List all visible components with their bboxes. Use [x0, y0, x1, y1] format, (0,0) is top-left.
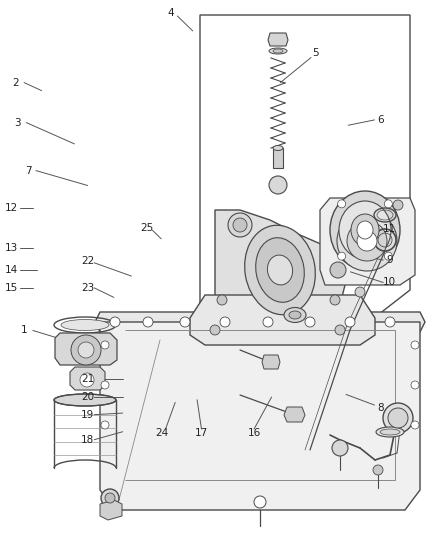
Circle shape	[254, 496, 266, 508]
Circle shape	[332, 440, 348, 456]
Ellipse shape	[269, 48, 287, 54]
Polygon shape	[190, 295, 375, 345]
Circle shape	[110, 317, 120, 327]
Circle shape	[338, 252, 346, 260]
Text: 11: 11	[383, 224, 396, 234]
Circle shape	[388, 408, 408, 428]
Circle shape	[101, 341, 109, 349]
Polygon shape	[100, 322, 420, 510]
Text: 2: 2	[12, 78, 19, 87]
Polygon shape	[100, 500, 122, 520]
Circle shape	[217, 295, 227, 305]
Text: 19: 19	[81, 410, 94, 419]
Text: 12: 12	[4, 203, 18, 213]
Polygon shape	[284, 407, 305, 422]
Text: 3: 3	[14, 118, 21, 127]
Text: 7: 7	[25, 166, 32, 175]
Circle shape	[80, 373, 94, 387]
Text: 25: 25	[140, 223, 153, 233]
Polygon shape	[70, 367, 105, 390]
Circle shape	[330, 262, 346, 278]
Circle shape	[383, 403, 413, 433]
Ellipse shape	[339, 201, 391, 259]
Ellipse shape	[380, 429, 400, 435]
Text: 24: 24	[155, 428, 169, 438]
Circle shape	[263, 317, 273, 327]
Polygon shape	[55, 333, 117, 365]
Text: 8: 8	[378, 403, 385, 413]
Circle shape	[335, 325, 345, 335]
Ellipse shape	[245, 225, 315, 314]
Circle shape	[338, 200, 346, 208]
Circle shape	[373, 465, 383, 475]
Text: 20: 20	[81, 392, 94, 402]
Ellipse shape	[330, 191, 400, 269]
Circle shape	[385, 317, 395, 327]
Circle shape	[101, 421, 109, 429]
Text: 18: 18	[81, 435, 94, 445]
Text: 10: 10	[383, 278, 396, 287]
Ellipse shape	[273, 146, 283, 150]
Text: 6: 6	[378, 115, 385, 125]
Ellipse shape	[268, 255, 293, 285]
Text: 1: 1	[21, 326, 28, 335]
Ellipse shape	[357, 221, 373, 239]
Text: 22: 22	[81, 256, 94, 266]
Circle shape	[393, 200, 403, 210]
Circle shape	[269, 176, 287, 194]
Polygon shape	[262, 355, 280, 369]
Text: 13: 13	[4, 243, 18, 253]
Circle shape	[305, 317, 315, 327]
Text: 4: 4	[167, 9, 174, 18]
Circle shape	[228, 213, 252, 237]
Circle shape	[143, 317, 153, 327]
Circle shape	[347, 221, 387, 261]
Circle shape	[233, 218, 247, 232]
Ellipse shape	[289, 311, 301, 319]
Circle shape	[384, 200, 392, 208]
Circle shape	[105, 493, 115, 503]
Circle shape	[101, 381, 109, 389]
Ellipse shape	[351, 214, 379, 246]
Circle shape	[357, 231, 377, 251]
Polygon shape	[95, 312, 425, 332]
Circle shape	[337, 211, 397, 271]
Polygon shape	[320, 198, 415, 285]
Polygon shape	[215, 210, 345, 318]
Circle shape	[78, 342, 94, 358]
Ellipse shape	[273, 49, 283, 53]
Text: 9: 9	[386, 255, 393, 265]
Text: 21: 21	[81, 375, 94, 384]
Circle shape	[180, 317, 190, 327]
Ellipse shape	[256, 238, 304, 302]
Polygon shape	[273, 148, 283, 168]
Circle shape	[101, 489, 119, 507]
Polygon shape	[268, 33, 288, 46]
Circle shape	[220, 317, 230, 327]
Text: 15: 15	[4, 283, 18, 293]
Ellipse shape	[54, 394, 116, 406]
Text: 16: 16	[247, 428, 261, 438]
Circle shape	[210, 325, 220, 335]
Circle shape	[345, 317, 355, 327]
Text: 5: 5	[312, 49, 319, 58]
Circle shape	[330, 295, 340, 305]
Circle shape	[411, 341, 419, 349]
Ellipse shape	[61, 319, 109, 330]
Ellipse shape	[284, 308, 306, 322]
Circle shape	[355, 287, 365, 297]
Text: 14: 14	[4, 265, 18, 275]
Circle shape	[71, 335, 101, 365]
Circle shape	[411, 381, 419, 389]
Circle shape	[384, 252, 392, 260]
Text: 23: 23	[81, 283, 94, 293]
Circle shape	[411, 421, 419, 429]
Text: 17: 17	[195, 428, 208, 438]
Ellipse shape	[376, 427, 404, 437]
